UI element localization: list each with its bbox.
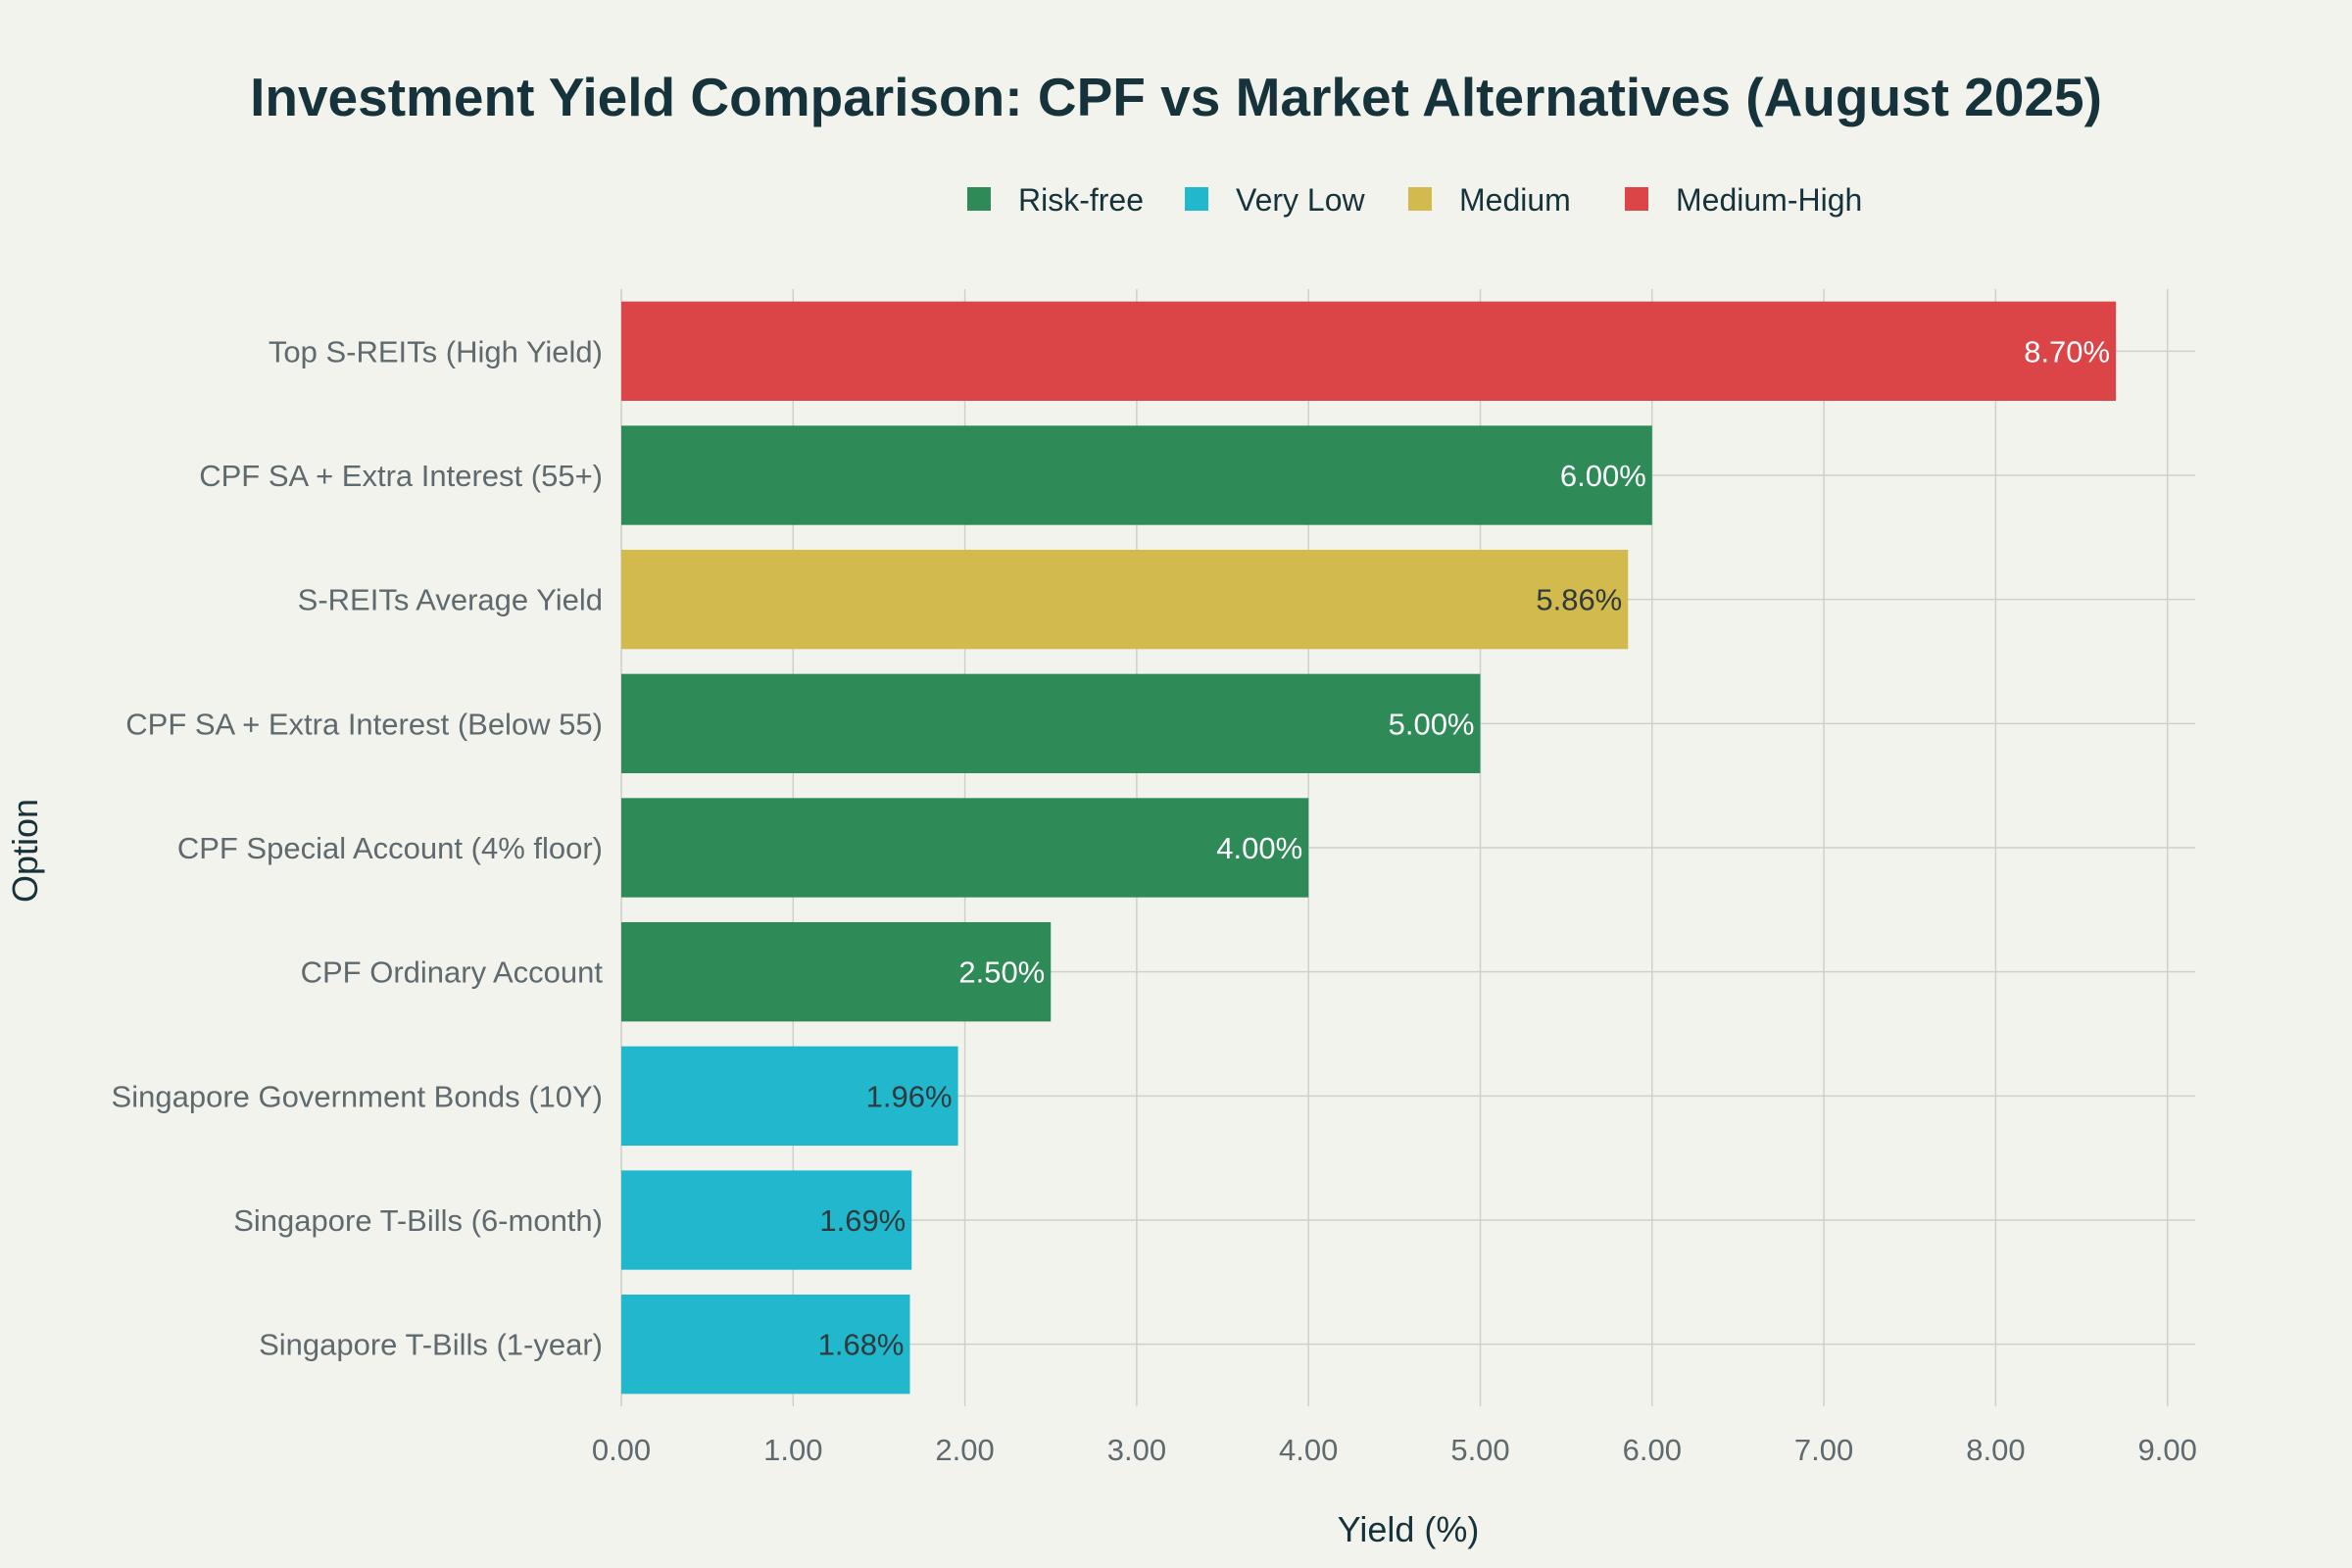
bar-singapore-t-bills-6-month <box>621 1170 912 1270</box>
category-label: S-REITs Average Yield <box>298 583 603 617</box>
value-label: 1.69% <box>819 1203 906 1238</box>
category-label: CPF SA + Extra Interest (Below 55) <box>125 707 603 741</box>
chart-title: Investment Yield Comparison: CPF vs Mark… <box>250 67 2102 127</box>
category-label: Singapore Government Bonds (10Y) <box>112 1079 603 1113</box>
bar-cpf-special-account-4-floor <box>621 798 1309 898</box>
x-tick-label: 7.00 <box>1794 1433 1853 1467</box>
y-axis-title: Option <box>5 799 45 903</box>
legend-item[interactable]: Risk-free <box>967 182 1144 218</box>
legend-swatch <box>1625 187 1648 211</box>
x-tick-label: 6.00 <box>1623 1433 1682 1467</box>
x-tick-label: 4.00 <box>1279 1433 1338 1467</box>
x-axis-title: Yield (%) <box>1338 1509 1480 1549</box>
x-tick-label: 2.00 <box>935 1433 994 1467</box>
bar-cpf-sa-extra-interest-55 <box>621 425 1652 525</box>
legend-swatch <box>967 187 991 211</box>
value-label: 5.86% <box>1536 583 1622 617</box>
legend-label: Medium-High <box>1676 182 1862 218</box>
value-label: 2.50% <box>958 956 1045 990</box>
legend-swatch <box>1408 187 1432 211</box>
legend-item[interactable]: Very Low <box>1185 182 1366 218</box>
x-tick-label: 0.00 <box>592 1433 651 1467</box>
category-labels: Top S-REITs (High Yield) CPF SA + Extra I… <box>112 334 604 1361</box>
category-label: Singapore T-Bills (6-month) <box>233 1203 603 1238</box>
legend: Risk-free Very Low Medium Medium-High <box>967 182 1862 218</box>
category-label: CPF Special Account (4% floor) <box>177 831 603 865</box>
category-label: CPF SA + Extra Interest (55+) <box>199 459 603 493</box>
legend-item[interactable]: Medium-High <box>1625 182 1862 218</box>
legend-item[interactable]: Medium <box>1408 182 1571 218</box>
x-tick-label: 9.00 <box>2138 1433 2197 1467</box>
bar-singapore-government-bonds-10y <box>621 1046 958 1146</box>
x-tick-label: 8.00 <box>1966 1433 2025 1467</box>
bar-top-s-reits-high-yield <box>621 301 2117 401</box>
value-label: 1.96% <box>866 1079 953 1113</box>
value-label: 5.00% <box>1389 707 1475 741</box>
bar-cpf-sa-extra-interest-below-55 <box>621 673 1481 773</box>
value-label: 8.70% <box>2024 334 2110 368</box>
x-tick-label: 5.00 <box>1450 1433 1509 1467</box>
value-labels: 8.70% 6.00% 5.86% 5.00% 4.00% 2.50% 1.96% 1.69%… <box>818 334 2111 1361</box>
x-tick-label: 3.00 <box>1107 1433 1166 1467</box>
bars <box>621 301 2117 1395</box>
category-label: Top S-REITs (High Yield) <box>269 334 603 368</box>
legend-swatch <box>1185 187 1208 211</box>
category-label: CPF Ordinary Account <box>301 956 604 990</box>
legend-label: Medium <box>1459 182 1571 218</box>
value-label: 6.00% <box>1560 459 1646 493</box>
legend-label: Risk-free <box>1018 182 1144 218</box>
x-tick-label: 1.00 <box>763 1433 822 1467</box>
bar-s-reits-average-yield <box>621 550 1629 650</box>
x-tick-labels: 0.00 1.00 2.00 3.00 4.00 5.00 6.00 7.00 8.00 9.00 <box>592 1433 2197 1467</box>
value-label: 1.68% <box>818 1328 905 1362</box>
legend-label: Very Low <box>1236 182 1366 218</box>
bar-singapore-t-bills-1-year <box>621 1295 910 1395</box>
category-label: Singapore T-Bills (1-year) <box>259 1328 603 1362</box>
value-label: 4.00% <box>1216 831 1302 865</box>
bar-cpf-ordinary-account <box>621 922 1052 1022</box>
